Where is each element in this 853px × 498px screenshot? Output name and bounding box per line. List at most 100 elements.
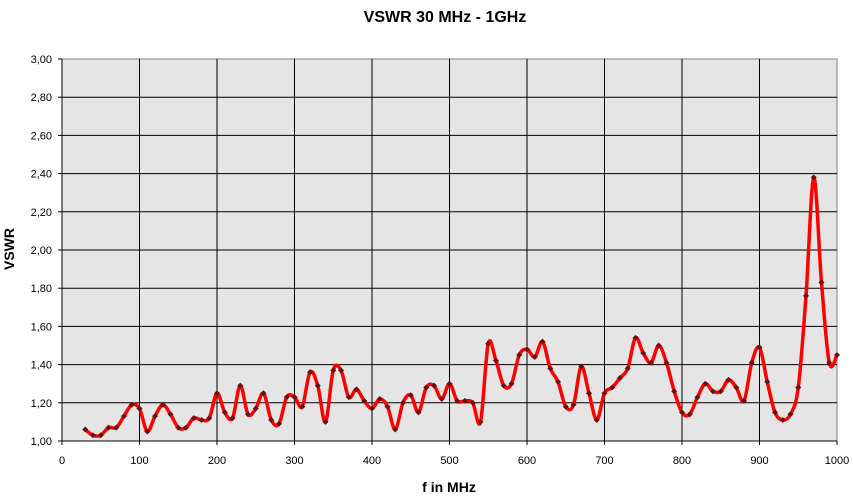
data-point: [353, 386, 360, 393]
x-tick-label: 300: [285, 455, 303, 467]
data-point: [128, 401, 135, 408]
data-point: [454, 397, 461, 404]
x-tick-label: 1000: [825, 455, 849, 467]
data-point: [361, 397, 368, 404]
data-point-markers: [82, 174, 840, 439]
data-point: [190, 415, 197, 422]
data-point: [322, 418, 329, 425]
data-point: [183, 424, 189, 431]
data-point: [803, 292, 809, 299]
data-point: [764, 378, 771, 385]
data-point: [795, 384, 802, 391]
x-tick-label: 0: [59, 455, 65, 467]
data-point: [539, 338, 546, 345]
data-point: [717, 388, 724, 395]
x-tick-label: 200: [208, 455, 226, 467]
data-point: [748, 359, 755, 366]
data-point: [710, 388, 716, 395]
y-tick-label: 2,00: [31, 245, 52, 257]
data-point: [826, 359, 833, 366]
data-point: [159, 401, 166, 408]
data-point: [601, 390, 608, 397]
data-point: [648, 359, 654, 366]
data-point: [570, 401, 577, 408]
data-point: [268, 416, 275, 423]
data-point: [392, 426, 399, 433]
data-point: [369, 405, 375, 412]
data-point: [787, 411, 794, 418]
data-point: [276, 420, 282, 427]
data-point: [314, 382, 321, 389]
data-point: [376, 395, 383, 402]
data-point: [237, 382, 244, 389]
data-point: [198, 416, 205, 423]
data-point: [121, 413, 127, 420]
data-point: [508, 380, 515, 387]
chart-title: VSWR 30 MHz - 1GHz: [364, 9, 527, 26]
data-point: [578, 363, 585, 370]
data-point: [477, 418, 484, 425]
data-point: [702, 380, 709, 387]
data-point: [524, 346, 530, 353]
data-point: [214, 390, 220, 397]
y-tick-label: 2,20: [31, 207, 52, 219]
y-tick-label: 2,80: [31, 92, 52, 104]
data-point: [82, 426, 89, 433]
data-point: [617, 374, 623, 381]
data-point: [152, 413, 158, 420]
data-point: [686, 411, 693, 418]
data-point: [415, 409, 422, 416]
data-point: [725, 376, 732, 383]
data-point: [655, 342, 662, 349]
data-point: [167, 411, 174, 418]
y-axis-ticks: 1,00 1,20 1,40 1,60 1,80 2,00 2,20 2,40 2,60 2,80…: [31, 54, 62, 448]
data-point: [810, 174, 817, 181]
data-point: [671, 388, 678, 395]
data-point: [555, 378, 561, 385]
data-point: [330, 367, 337, 374]
data-point: [338, 367, 344, 374]
data-point: [245, 411, 251, 418]
data-point: [469, 399, 476, 406]
y-tick-label: 1,60: [31, 321, 52, 333]
x-tick-label: 600: [518, 455, 536, 467]
data-point: [779, 416, 786, 423]
data-point: [90, 432, 96, 439]
data-point: [663, 359, 670, 366]
data-point: [431, 382, 437, 389]
data-point: [438, 395, 445, 402]
data-point: [694, 394, 701, 401]
data-point: [291, 394, 298, 401]
data-point: [493, 357, 499, 364]
data-point: [640, 350, 647, 357]
data-point: [772, 409, 778, 416]
y-tick-label: 1,20: [31, 398, 52, 410]
x-axis-ticks: 0 100 200 300 400 500 600 700 800 900 1000: [59, 441, 849, 467]
data-point: [260, 390, 267, 397]
data-point: [593, 416, 600, 423]
x-axis-label: f in MHz: [422, 479, 476, 495]
data-point: [206, 415, 213, 422]
data-point: [252, 405, 259, 412]
data-point: [609, 384, 616, 391]
data-point: [741, 397, 747, 404]
data-point: [834, 352, 840, 359]
data-point: [175, 424, 182, 431]
data-point: [299, 403, 306, 410]
y-tick-label: 1,80: [31, 283, 52, 295]
data-point: [345, 394, 352, 401]
x-tick-label: 400: [363, 455, 381, 467]
data-point: [229, 415, 236, 422]
x-tick-label: 800: [673, 455, 691, 467]
data-point: [756, 344, 763, 351]
data-point: [283, 394, 290, 401]
y-tick-label: 2,60: [31, 130, 52, 142]
data-point: [400, 399, 406, 406]
data-point: [446, 380, 453, 387]
data-point: [221, 409, 228, 416]
data-point: [632, 334, 639, 341]
data-point: [136, 405, 143, 412]
y-axis-label: VSWR: [1, 228, 17, 270]
y-tick-label: 1,00: [31, 436, 52, 448]
